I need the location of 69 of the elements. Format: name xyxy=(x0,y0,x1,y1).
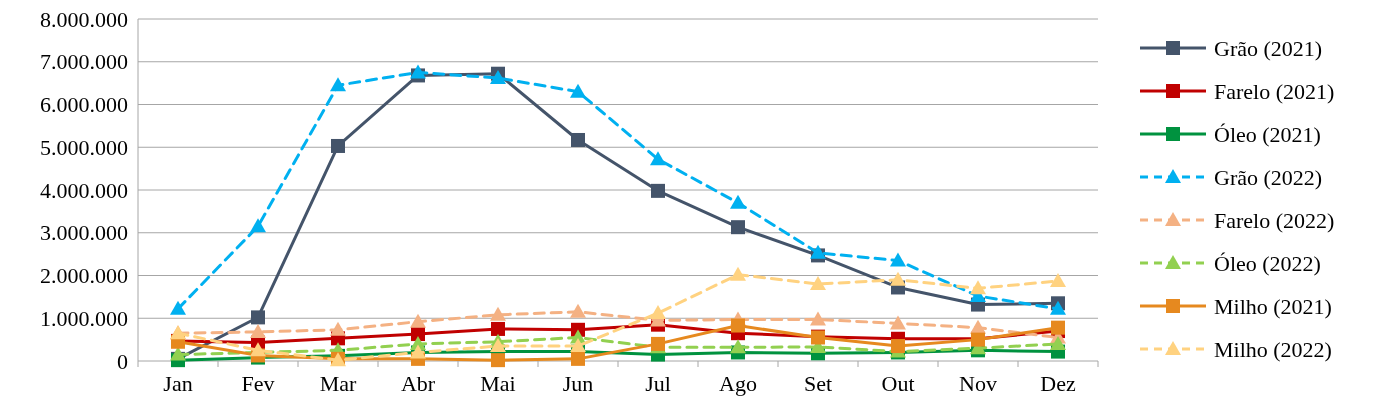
point xyxy=(1050,273,1066,288)
point xyxy=(410,64,426,79)
y-tick-label: 0 xyxy=(117,348,128,374)
y-tick-label: 5.000.000 xyxy=(40,134,128,160)
point xyxy=(1051,320,1065,335)
point xyxy=(571,351,585,366)
y-tick-label: 2.000.000 xyxy=(40,263,128,289)
legend-label: Óleo (2021) xyxy=(1214,121,1321,147)
point xyxy=(810,311,826,326)
point xyxy=(251,310,265,325)
point xyxy=(571,132,585,147)
point xyxy=(1050,300,1066,315)
point xyxy=(410,313,426,328)
x-tick-label: Jan xyxy=(163,371,193,396)
y-tick-label: 8.000.000 xyxy=(40,6,128,32)
point xyxy=(170,300,186,315)
point xyxy=(810,244,826,259)
x-tick-label: Abr xyxy=(400,371,436,396)
point xyxy=(490,338,506,353)
x-tick-label: Jun xyxy=(562,371,594,396)
x-tick-label: Mai xyxy=(480,371,516,396)
legend-label: Farelo (2022) xyxy=(1214,207,1335,233)
point xyxy=(650,305,666,320)
y-tick-label: 6.000.000 xyxy=(40,92,128,118)
x-tick-label: Out xyxy=(881,371,915,396)
point xyxy=(1050,335,1066,350)
point xyxy=(170,346,186,361)
point xyxy=(891,339,905,354)
point xyxy=(890,252,906,267)
x-tick-label: Fev xyxy=(241,371,275,396)
point xyxy=(330,77,346,92)
point xyxy=(330,321,346,336)
point xyxy=(970,280,986,295)
y-tick-label: 1.000.000 xyxy=(40,305,128,331)
legend-label: Milho (2021) xyxy=(1214,293,1332,319)
x-tick-label: Nov xyxy=(959,371,997,396)
legend-label: Óleo (2022) xyxy=(1214,250,1321,276)
point xyxy=(810,276,826,291)
y-tick-label: 3.000.000 xyxy=(40,220,128,246)
legend-label: Grão (2022) xyxy=(1214,164,1323,190)
point xyxy=(570,338,586,353)
point xyxy=(490,70,506,84)
point xyxy=(491,321,505,336)
point xyxy=(730,194,746,209)
legend-label: Milho (2022) xyxy=(1214,336,1332,362)
x-tick-label: Jul xyxy=(645,371,671,396)
point xyxy=(651,183,665,198)
point xyxy=(570,303,586,318)
point xyxy=(650,151,666,166)
point xyxy=(730,266,746,281)
point xyxy=(731,220,745,235)
point xyxy=(730,339,746,354)
point xyxy=(491,353,505,368)
point xyxy=(731,318,745,333)
point xyxy=(250,323,266,338)
x-tick-label: Ago xyxy=(719,371,757,396)
point xyxy=(890,271,906,286)
legend-label: Farelo (2021) xyxy=(1214,78,1335,104)
x-tick-label: Mar xyxy=(319,371,357,396)
y-tick-label: 4.000.000 xyxy=(40,177,128,203)
x-tick-label: Set xyxy=(803,371,833,396)
legend-label: Grão (2021) xyxy=(1214,35,1323,61)
point xyxy=(331,138,345,153)
y-tick-label: 7.000.000 xyxy=(40,49,128,75)
point xyxy=(890,315,906,330)
point xyxy=(250,218,266,233)
point xyxy=(570,83,586,98)
point xyxy=(490,306,506,321)
x-tick-label: Dez xyxy=(1040,371,1076,396)
